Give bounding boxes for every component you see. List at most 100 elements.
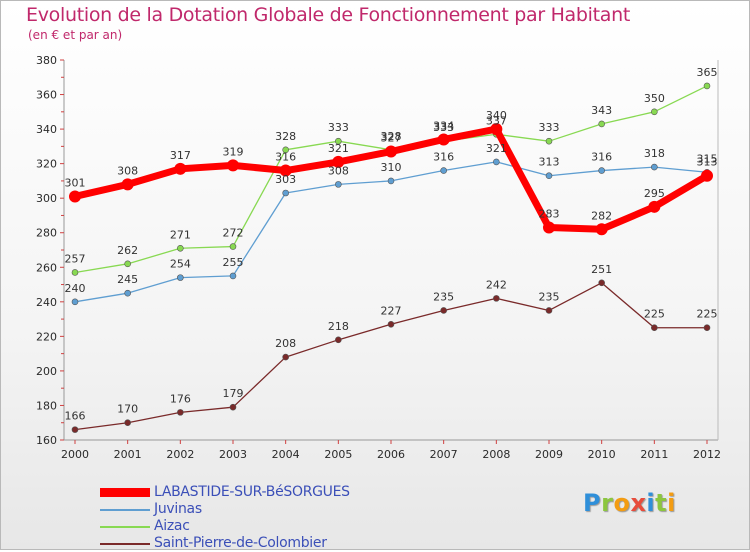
y-tick-label: 280 [36, 227, 57, 240]
x-tick-label: 2002 [166, 448, 194, 461]
data-point [490, 123, 503, 136]
data-point [545, 307, 553, 314]
data-point [332, 155, 345, 168]
data-label: 333 [539, 121, 560, 134]
y-tick-label: 200 [36, 365, 57, 378]
data-label: 343 [591, 104, 612, 117]
data-point [598, 279, 605, 287]
data-point [598, 167, 605, 174]
data-point [124, 260, 131, 268]
x-tick-label: 2001 [114, 448, 142, 461]
data-label: 271 [170, 228, 191, 241]
data-label: 313 [697, 156, 718, 169]
x-tick-label: 2010 [588, 448, 616, 461]
data-point [493, 158, 500, 166]
data-label: 316 [591, 151, 612, 164]
legend-label: Juvinas [154, 501, 202, 517]
x-tick-label: 2005 [324, 448, 352, 461]
data-label: 301 [65, 176, 86, 189]
data-point [124, 289, 131, 297]
data-point [229, 403, 237, 411]
data-label: 254 [170, 258, 191, 271]
data-point [703, 82, 711, 90]
data-label: 333 [433, 121, 454, 134]
data-label: 337 [486, 114, 507, 127]
data-point [279, 164, 292, 177]
data-point [335, 137, 342, 145]
data-point [440, 307, 447, 314]
data-point [124, 419, 131, 427]
data-label: 257 [65, 252, 86, 265]
x-tick-label: 2006 [377, 448, 405, 461]
legend-label: LABASTIDE-SUR-BéSORGUES [154, 484, 350, 500]
data-label: 321 [486, 142, 507, 155]
data-label: 321 [328, 142, 349, 155]
data-point [177, 274, 184, 281]
data-label: 308 [328, 164, 349, 177]
legend-label: Saint-Pierre-de-Colombier [154, 535, 327, 551]
data-label: 225 [644, 308, 665, 321]
y-tick-label: 300 [36, 192, 57, 205]
y-tick-label: 380 [36, 54, 57, 67]
x-tick-label: 2009 [535, 448, 563, 461]
x-tick-label: 2000 [61, 448, 89, 461]
data-point [543, 221, 555, 234]
data-label: 235 [433, 290, 454, 303]
data-point [701, 169, 713, 182]
data-label: 166 [65, 410, 86, 423]
data-label: 365 [697, 66, 718, 79]
chart-title: Evolution de la Dotation Globale de Fonc… [26, 4, 631, 26]
data-point [440, 167, 447, 174]
legend-swatch [100, 518, 150, 535]
data-point [121, 178, 134, 191]
data-label: 262 [117, 244, 138, 257]
data-label: 295 [644, 187, 665, 200]
data-point [387, 177, 395, 185]
data-point [335, 181, 342, 188]
y-tick-label: 240 [36, 296, 57, 309]
data-label: 179 [223, 387, 244, 400]
data-point [598, 120, 605, 128]
data-point [71, 269, 79, 276]
x-tick-label: 2003 [219, 448, 247, 461]
data-point [335, 336, 342, 344]
x-tick-label: 2007 [430, 448, 458, 461]
y-tick-label: 220 [36, 330, 57, 343]
data-point [385, 145, 397, 158]
data-label: 255 [223, 256, 244, 269]
data-label: 227 [381, 304, 402, 317]
data-label: 319 [223, 145, 244, 158]
data-label: 328 [275, 130, 296, 143]
data-point [69, 190, 81, 203]
data-label: 242 [486, 278, 507, 291]
y-tick-label: 160 [36, 434, 57, 447]
data-label: 272 [223, 227, 244, 240]
x-tick-label: 2011 [640, 448, 668, 461]
data-label: 218 [328, 320, 349, 333]
data-point [651, 324, 658, 332]
legend-label: Aizac [154, 518, 190, 534]
data-label: 240 [65, 282, 86, 295]
data-point [545, 137, 553, 145]
y-tick-label: 320 [36, 158, 57, 171]
data-label: 316 [433, 151, 454, 164]
data-point [648, 200, 661, 213]
data-label: 333 [328, 121, 349, 134]
data-label: 350 [644, 92, 665, 105]
legend-swatch [100, 501, 150, 518]
data-label: 327 [381, 132, 402, 145]
legend-swatch [100, 484, 150, 501]
data-label: 282 [591, 209, 612, 222]
data-label: 170 [117, 403, 138, 416]
data-label: 308 [117, 164, 138, 177]
data-point [177, 409, 184, 416]
y-tick-label: 180 [36, 399, 57, 412]
data-label: 235 [539, 290, 560, 303]
data-point [229, 272, 237, 280]
data-point [282, 189, 289, 197]
legend-swatch [100, 535, 150, 552]
data-label: 176 [170, 392, 191, 405]
data-point [71, 426, 79, 433]
data-point [282, 353, 289, 361]
